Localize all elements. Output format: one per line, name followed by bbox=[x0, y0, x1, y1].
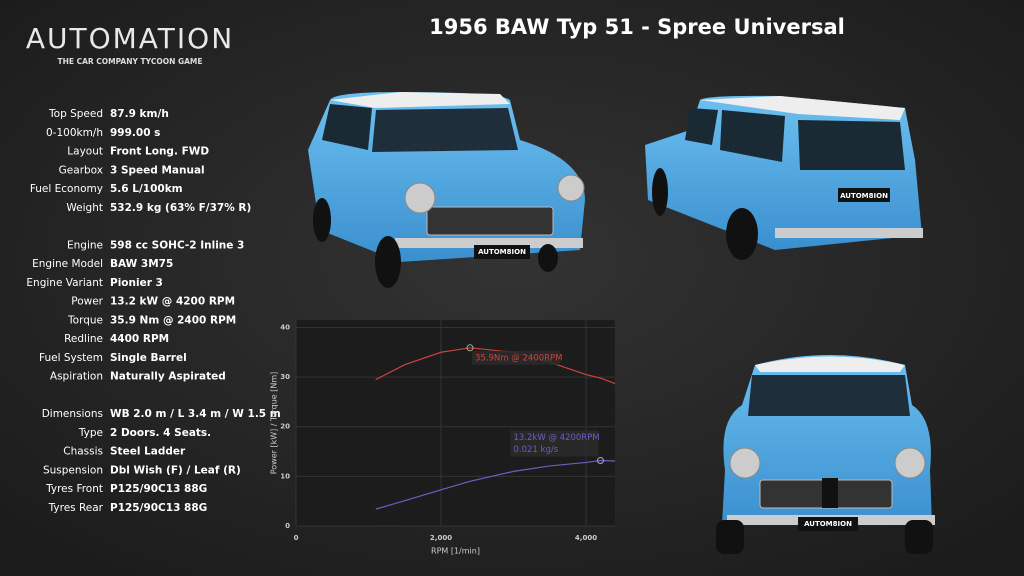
spec-label: Fuel Economy bbox=[30, 183, 103, 195]
annotation-box bbox=[472, 350, 560, 365]
spec-label: Engine bbox=[67, 239, 103, 251]
car-rear-right: AUTOM8ION bbox=[645, 95, 923, 260]
y-tick-label: 30 bbox=[280, 373, 290, 381]
spec-value: Naturally Aspirated bbox=[110, 371, 226, 383]
spec-value: 999.00 s bbox=[110, 127, 160, 139]
car-front: AUTOM8ION bbox=[716, 355, 935, 554]
spec-label: Chassis bbox=[63, 446, 103, 458]
spec-label: Layout bbox=[67, 146, 103, 158]
spec-label: 0-100km/h bbox=[46, 127, 103, 139]
y-tick-label: 20 bbox=[280, 423, 290, 431]
spec-value: 3 Speed Manual bbox=[110, 164, 205, 176]
logo-subtitle: THE CAR COMPANY TYCOON GAME bbox=[57, 57, 202, 66]
spec-value: 4400 RPM bbox=[110, 333, 169, 345]
annotation-marker bbox=[597, 456, 604, 464]
car-front-left: AUTOM8ION bbox=[308, 92, 585, 288]
spec-label: Engine Variant bbox=[26, 277, 103, 289]
spec-value: Dbl Wish (F) / Leaf (R) bbox=[110, 464, 241, 476]
spec-label: Torque bbox=[67, 314, 103, 326]
spec-value: 598 cc SOHC-2 Inline 3 bbox=[110, 239, 244, 251]
spec-label: Fuel System bbox=[39, 352, 103, 364]
x-tick-label: 0 bbox=[294, 534, 299, 542]
x-tick-label: 2,000 bbox=[430, 534, 452, 542]
plot-area bbox=[296, 320, 615, 526]
spec-value: Pionier 3 bbox=[110, 277, 163, 289]
spec-value: BAW 3M75 bbox=[110, 258, 173, 270]
spec-label: Suspension bbox=[43, 464, 103, 476]
spec-label: Top Speed bbox=[48, 108, 103, 120]
x-tick-label: 4,000 bbox=[575, 534, 597, 542]
plate: AUTOM8ION bbox=[840, 192, 888, 200]
spec-label: Dimensions bbox=[42, 408, 103, 420]
spec-value: P125/90C13 88G bbox=[110, 502, 207, 514]
spec-value: WB 2.0 m / L 3.4 m / W 1.5 m bbox=[110, 408, 281, 420]
spec-value: 5.6 L/100km bbox=[110, 183, 183, 195]
y-tick-label: 0 bbox=[285, 522, 290, 530]
spec-value: 35.9 Nm @ 2400 RPM bbox=[110, 314, 236, 326]
spec-value: 2 Doors. 4 Seats. bbox=[110, 427, 211, 439]
annotation-box bbox=[510, 430, 599, 457]
spec-value: 532.9 kg (63% F/37% R) bbox=[110, 202, 251, 214]
y-axis-label: Power [kW] / Torque [Nm] bbox=[270, 372, 279, 475]
page-title: 1956 BAW Typ 51 - Spree Universal bbox=[429, 15, 845, 39]
spec-value: Steel Ladder bbox=[110, 446, 186, 458]
annotation-text: 13.2kW @ 4200RPM bbox=[514, 433, 600, 443]
spec-value: Single Barrel bbox=[110, 352, 187, 364]
spec-value: 13.2 kW @ 4200 RPM bbox=[110, 296, 235, 308]
spec-label: Tyres Rear bbox=[48, 502, 104, 514]
y-tick-label: 40 bbox=[280, 323, 290, 331]
spec-label: Power bbox=[71, 296, 103, 308]
annotation-text: 35.9Nm @ 2400RPM bbox=[475, 353, 562, 363]
spec-value: Front Long. FWD bbox=[110, 146, 209, 158]
spec-label: Tyres Front bbox=[45, 483, 103, 495]
chart: 0 10 20 30 40 0 2,000 4,000 RPM [1/min] Power [kW… bbox=[270, 320, 616, 556]
spec-label: Engine Model bbox=[32, 258, 103, 270]
spec-label: Redline bbox=[64, 333, 103, 345]
spec-list: Top Speed 87.9 km/h 0-100km/h 999.00 s Layou… bbox=[26, 108, 280, 514]
annotation-marker bbox=[466, 344, 474, 352]
x-axis-label: RPM [1/min] bbox=[431, 547, 480, 556]
spec-value: 87.9 km/h bbox=[110, 108, 169, 120]
annotation-text: 0.021 kg/s bbox=[514, 445, 559, 455]
spec-label: Type bbox=[78, 427, 103, 439]
logo-title: AUTOMATION bbox=[26, 22, 234, 55]
series-line bbox=[375, 459, 616, 510]
plate: AUTOM8ION bbox=[804, 520, 852, 528]
y-tick-label: 10 bbox=[280, 472, 290, 480]
spec-label: Aspiration bbox=[50, 371, 103, 383]
plate: AUTOM8ION bbox=[478, 248, 526, 256]
spec-label: Gearbox bbox=[59, 164, 103, 176]
spec-label: Weight bbox=[66, 202, 103, 214]
spec-value: P125/90C13 88G bbox=[110, 483, 207, 495]
